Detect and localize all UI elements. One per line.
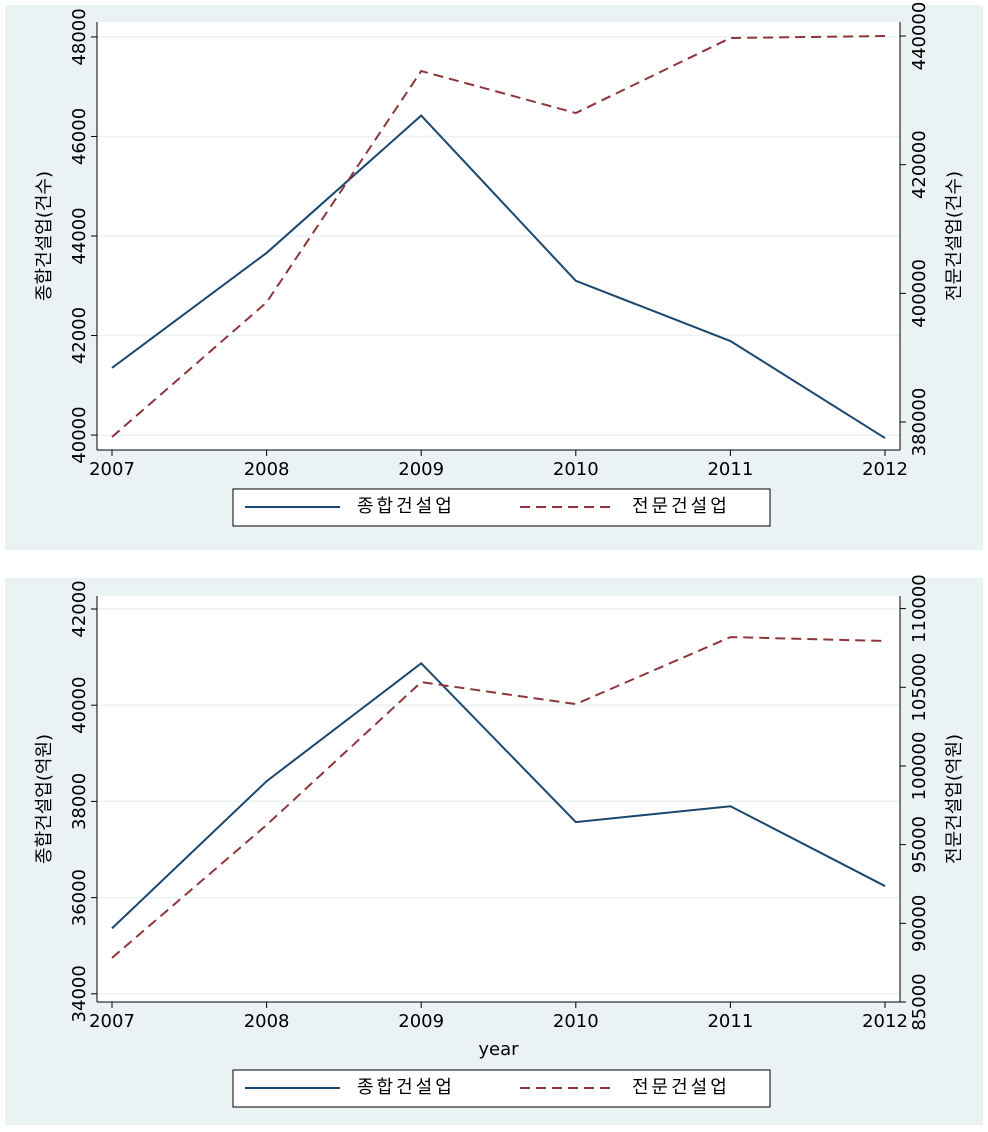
y-tick-label: 34000 [69,965,90,1022]
x-tick-label: 2007 [89,459,135,480]
y-tick-label: 42000 [69,307,90,364]
x-tick-label: 2008 [244,1011,290,1032]
series-line [111,114,886,439]
y2-tick-label: 100000 [909,732,930,801]
y2-axis-title: 전문건설업(건수) [944,171,965,301]
x-tick-label: 2010 [553,1011,599,1032]
y2-tick-label: 380000 [909,388,930,457]
x-tick-label: 2008 [244,459,290,480]
x-tick-label: 2007 [89,1011,135,1032]
series-line [111,636,886,959]
plot-area [97,596,900,1002]
legend-label: 전문건설업 [632,496,730,517]
y2-tick-label: 85000 [909,973,930,1030]
y-axis-title: 종합건설업(건수) [34,171,55,301]
y-tick-label: 40000 [69,677,90,734]
x-tick-label: 2012 [862,459,908,480]
legend-label: 종합건설업 [357,496,455,517]
y2-tick-label: 440000 [909,2,930,71]
y-tick-label: 42000 [69,580,90,637]
series-line [111,662,886,930]
legend-label: 전문건설업 [632,1077,730,1098]
y2-tick-label: 400000 [909,259,930,328]
y-tick-label: 48000 [69,8,90,65]
y-tick-label: 38000 [69,773,90,830]
y-axis-title: 종합건설업(억원) [34,734,55,864]
y-tick-label: 36000 [69,869,90,926]
y2-tick-label: 110000 [909,574,930,643]
y-tick-label: 40000 [69,406,90,463]
y2-tick-label: 90000 [909,895,930,952]
y2-axis-title: 전문건설업(억원) [944,734,965,864]
series-line [111,35,886,438]
y2-tick-label: 105000 [909,653,930,722]
legend-label: 종합건설업 [357,1077,455,1098]
x-tick-label: 2010 [553,459,599,480]
y-tick-label: 46000 [69,108,90,165]
x-tick-label: 2011 [707,459,753,480]
x-tick-label: 2011 [707,1011,753,1032]
x-tick-label: 2009 [398,1011,444,1032]
y2-tick-label: 95000 [909,816,930,873]
y-tick-label: 44000 [69,207,90,264]
y2-tick-label: 420000 [909,130,930,199]
x-tick-label: 2009 [398,459,444,480]
x-axis-title: year [478,1039,519,1060]
x-tick-label: 2012 [862,1011,908,1032]
